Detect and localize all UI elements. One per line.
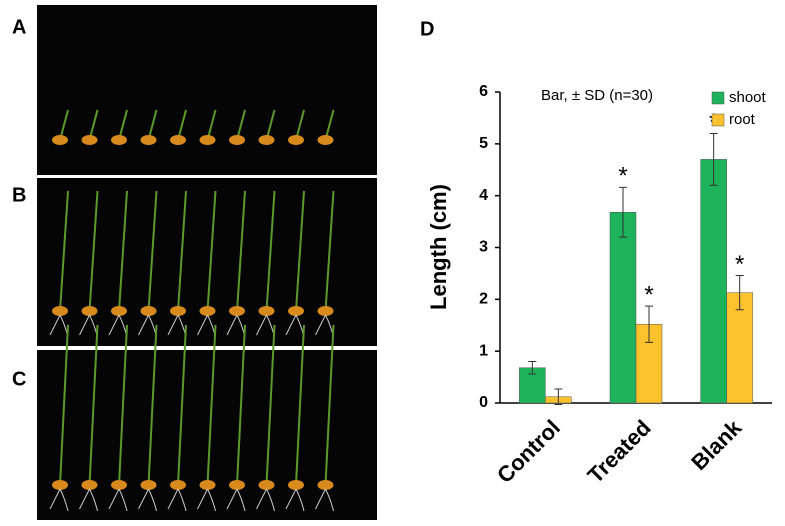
seedling (265, 190, 276, 312)
seed (258, 480, 275, 490)
legend-swatch (711, 91, 725, 105)
seedling (206, 190, 217, 312)
seedling (177, 190, 187, 312)
seed (288, 306, 304, 316)
root (138, 488, 157, 512)
seed (229, 135, 245, 145)
seed (170, 306, 186, 316)
x-tick-label: Control (492, 415, 565, 488)
root (49, 488, 69, 512)
panel-label: B (12, 184, 26, 206)
seed (258, 306, 275, 316)
seedling (324, 190, 335, 312)
seedling (265, 324, 276, 486)
seed (140, 306, 157, 316)
root (226, 488, 246, 512)
seedling (236, 324, 246, 486)
root (315, 488, 334, 512)
seedling (147, 190, 158, 312)
error-bar (554, 388, 563, 406)
seed (317, 306, 334, 316)
legend-label: root (729, 111, 756, 128)
legend-swatch (711, 113, 725, 127)
bar (726, 292, 753, 404)
error-bar (619, 186, 627, 238)
y-tick-label: 6 (479, 83, 488, 100)
seedling (118, 190, 128, 312)
y-tick-label: 5 (479, 135, 488, 152)
significance-marker: * (735, 251, 744, 278)
y-tick-label: 2 (479, 291, 488, 308)
seed (229, 480, 245, 490)
panel-label: A (12, 16, 26, 38)
seedling (59, 324, 69, 486)
root (256, 488, 275, 512)
photo-b (37, 178, 377, 346)
error-bar (735, 274, 744, 311)
panel-label: D (420, 18, 434, 40)
x-tick-label: Blank (686, 414, 747, 475)
seed (199, 135, 216, 145)
y-tick-label: 0 (479, 394, 488, 411)
bar (609, 212, 637, 404)
seedling (295, 324, 305, 486)
y-tick-label: 3 (479, 239, 488, 256)
seed (288, 480, 304, 490)
seed (111, 135, 127, 145)
seedling (59, 190, 69, 312)
seed (317, 135, 334, 145)
error-bar (645, 305, 653, 343)
x-tick-label: Treated (583, 415, 656, 488)
seed (199, 306, 216, 316)
significance-marker: * (644, 281, 653, 308)
seedling (295, 190, 305, 312)
photo-a (37, 5, 377, 175)
seedling (236, 190, 246, 312)
root (79, 488, 98, 512)
seed (52, 480, 68, 490)
y-axis-label: Length (cm) (426, 184, 451, 310)
significance-marker: * (618, 163, 627, 190)
seedling (324, 324, 335, 486)
seed (81, 135, 98, 145)
y-tick-label: 4 (479, 187, 488, 204)
seedling (118, 324, 128, 486)
photos (37, 5, 377, 520)
seed (52, 306, 68, 316)
seed (258, 135, 275, 145)
seedling (88, 324, 99, 486)
seed (170, 480, 186, 490)
root (167, 488, 187, 512)
seed (288, 135, 304, 145)
seed (111, 480, 127, 490)
seed (81, 480, 98, 490)
seed (170, 135, 186, 145)
seed (140, 480, 157, 490)
seedling (206, 324, 217, 486)
seedling (88, 190, 99, 312)
seed (81, 306, 98, 316)
seed (111, 306, 127, 316)
y-tick-label: 1 (479, 342, 488, 359)
seed (140, 135, 157, 145)
panel-label: C (12, 368, 26, 390)
chart-annotation: Bar, ± SD (n=30) (541, 87, 653, 104)
bar (700, 159, 727, 404)
root (197, 488, 216, 512)
seedling (147, 324, 158, 486)
seed (229, 306, 245, 316)
photo-c (37, 350, 377, 520)
seedling (177, 324, 187, 486)
root (285, 488, 305, 512)
seed (52, 135, 68, 145)
seed (317, 480, 334, 490)
legend-label: shoot (729, 89, 767, 106)
error-bar (528, 361, 537, 375)
root (108, 488, 128, 512)
error-bar (709, 132, 718, 186)
seed (199, 480, 216, 490)
